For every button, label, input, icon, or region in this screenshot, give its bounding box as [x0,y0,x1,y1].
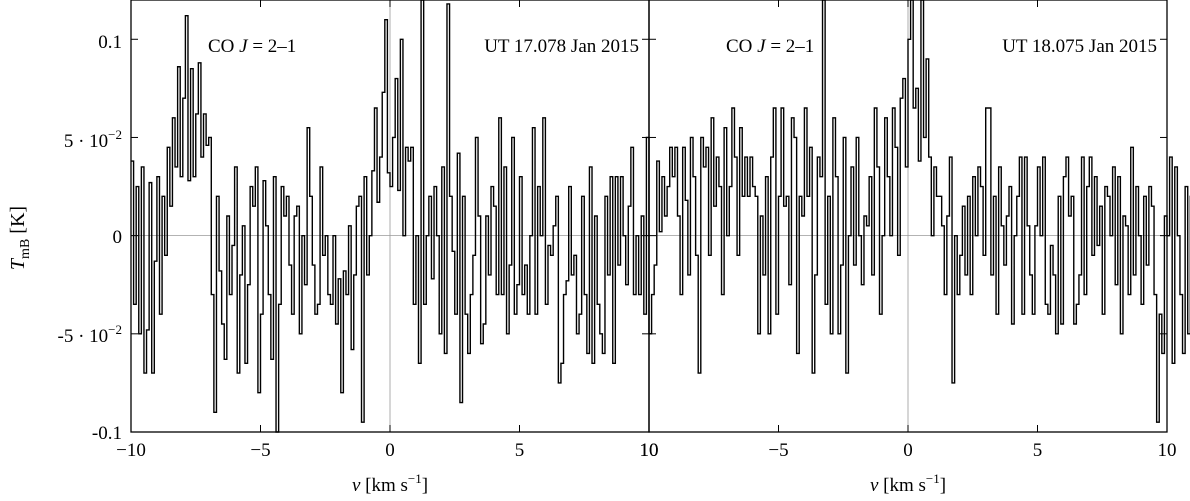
x-tick-label: 5 [515,440,525,461]
y-axis-title-sub: mB [18,239,33,259]
y-tick-label-0.1: 0.1 [98,32,122,53]
x-tick-label: 10 [640,440,659,461]
x-tick-label: 0 [903,440,913,461]
x-tick-label: −5 [250,440,270,461]
spectrum-panel-right: 10 −5 0 5 10 CO J = 2–1 UT 18.075 Jan 20… [640,0,1190,496]
x-tick-label: 10 [1158,440,1177,461]
x-tick-label: 10 [640,440,659,461]
tick-marks-right [648,0,1168,433]
date-annotation-right: UT 18.075 Jan 2015 [1002,36,1157,57]
x-tick-label: 0 [385,440,395,461]
date-annotation-left: UT 17.078 Jan 2015 [484,36,639,57]
y-tick-label-0: 0 [113,227,123,248]
x-axis-title-left: v [km s−1] [352,471,428,496]
y-axis-title-unit: [K] [7,206,29,239]
y-axis-title-main: T [7,257,29,270]
line-annotation-left: CO J = 2–1 [208,36,296,57]
y-tick-label-minus-0.1: -0.1 [92,423,122,444]
x-tick-label: 5 [1033,440,1043,461]
y-axis-title: TmB [K] [7,206,33,270]
spectrum-line-left [131,0,652,433]
x-tick-label: −5 [768,440,788,461]
spectrum-panel-left: −10 −5 0 5 10 CO J = 2–1 UT 17.078 Jan 2… [116,0,659,496]
spectrum-line-right [649,0,1190,423]
y-tick-labels: 0.1 5 · 10−2 0 -5 · 10−2 -0.1 [58,32,123,444]
x-axis-title-right: v [km s−1] [870,471,946,496]
zero-grid-lines-left [131,0,649,432]
tick-marks-left [130,0,650,433]
line-annotation-right: CO J = 2–1 [726,36,814,57]
y-tick-label-0.05: 5 · 10−2 [64,127,122,152]
y-tick-label-minus-0.05: -5 · 10−2 [58,322,123,347]
x-tick-label: −10 [116,440,146,461]
x-tick-labels-left: −10 −5 0 5 10 [116,440,658,461]
x-tick-labels-right: 10 −5 0 5 10 [640,440,1177,461]
